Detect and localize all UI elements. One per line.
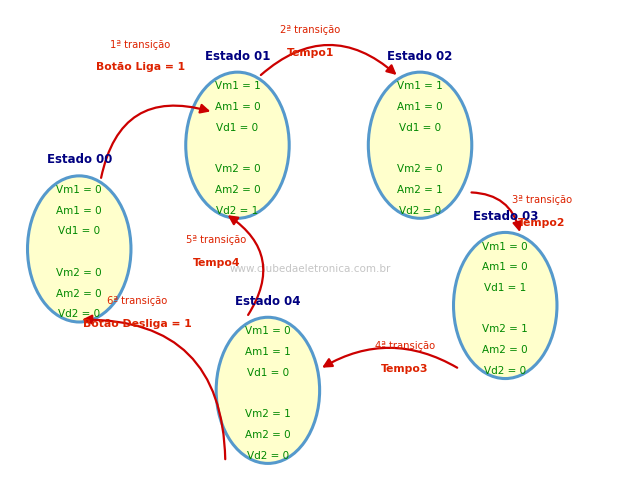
Text: Am2 = 1: Am2 = 1 <box>397 184 443 194</box>
Text: Vm2 = 0: Vm2 = 0 <box>57 267 102 277</box>
Text: Vd2 = 0: Vd2 = 0 <box>399 205 441 215</box>
Text: Vd2 = 0: Vd2 = 0 <box>58 309 101 319</box>
Text: Vd1 = 0: Vd1 = 0 <box>58 226 101 236</box>
Text: Estado 04: Estado 04 <box>235 294 301 307</box>
Text: Vm1 = 0: Vm1 = 0 <box>483 241 528 251</box>
Text: Vm2 = 1: Vm2 = 1 <box>483 324 528 334</box>
Text: Am2 = 0: Am2 = 0 <box>57 288 102 298</box>
Text: Vd1 = 0: Vd1 = 0 <box>399 122 441 132</box>
Text: Vd2 = 0: Vd2 = 0 <box>484 365 527 375</box>
Text: 3ª transição: 3ª transição <box>512 195 572 205</box>
Text: 4ª transição: 4ª transição <box>374 341 435 350</box>
Ellipse shape <box>453 233 557 379</box>
Text: Vm1 = 1: Vm1 = 1 <box>397 81 443 91</box>
Text: Vd1 = 0: Vd1 = 0 <box>216 122 258 132</box>
Text: Am2 = 0: Am2 = 0 <box>215 184 260 194</box>
Text: Vm2 = 0: Vm2 = 0 <box>215 164 260 174</box>
Text: Tempo3: Tempo3 <box>381 363 428 373</box>
Text: Am1 = 1: Am1 = 1 <box>245 347 291 356</box>
Text: Estado 03: Estado 03 <box>473 210 538 223</box>
Text: 1ª transição: 1ª transição <box>110 39 170 49</box>
Text: 5ª transição: 5ª transição <box>186 235 247 245</box>
Text: Vm2 = 0: Vm2 = 0 <box>397 164 443 174</box>
Text: Vm1 = 0: Vm1 = 0 <box>245 326 291 336</box>
Text: Vd1 = 0: Vd1 = 0 <box>247 367 289 377</box>
Text: Estado 02: Estado 02 <box>388 50 453 63</box>
Text: Am2 = 0: Am2 = 0 <box>245 429 291 439</box>
Ellipse shape <box>186 73 289 219</box>
Text: Estado 01: Estado 01 <box>205 50 270 63</box>
Text: Am1 = 0: Am1 = 0 <box>483 262 528 272</box>
Text: Am1 = 0: Am1 = 0 <box>397 102 443 112</box>
Text: Vd1 = 1: Vd1 = 1 <box>484 282 527 292</box>
Text: www.clubedaeletronica.com.br: www.clubedaeletronica.com.br <box>230 263 391 273</box>
Text: Am1 = 0: Am1 = 0 <box>57 205 102 215</box>
Text: Botão Liga = 1: Botão Liga = 1 <box>96 62 184 72</box>
Text: Botão Desliga = 1: Botão Desliga = 1 <box>83 318 191 328</box>
Text: Vm1 = 1: Vm1 = 1 <box>215 81 260 91</box>
Text: Tempo2: Tempo2 <box>518 217 566 228</box>
Text: 6ª transição: 6ª transição <box>107 296 167 306</box>
Ellipse shape <box>216 318 320 464</box>
Ellipse shape <box>368 73 472 219</box>
Ellipse shape <box>27 177 131 323</box>
Text: Tempo1: Tempo1 <box>287 48 334 58</box>
Text: Vm2 = 1: Vm2 = 1 <box>245 408 291 419</box>
Text: Am1 = 0: Am1 = 0 <box>215 102 260 112</box>
Text: Vm1 = 0: Vm1 = 0 <box>57 185 102 194</box>
Text: Tempo4: Tempo4 <box>193 257 240 267</box>
Text: Am2 = 0: Am2 = 0 <box>483 344 528 354</box>
Text: Vd2 = 1: Vd2 = 1 <box>216 205 258 215</box>
Text: Estado 00: Estado 00 <box>47 153 112 166</box>
Text: 2ª transição: 2ª transição <box>280 25 341 36</box>
Text: Vd2 = 0: Vd2 = 0 <box>247 450 289 460</box>
